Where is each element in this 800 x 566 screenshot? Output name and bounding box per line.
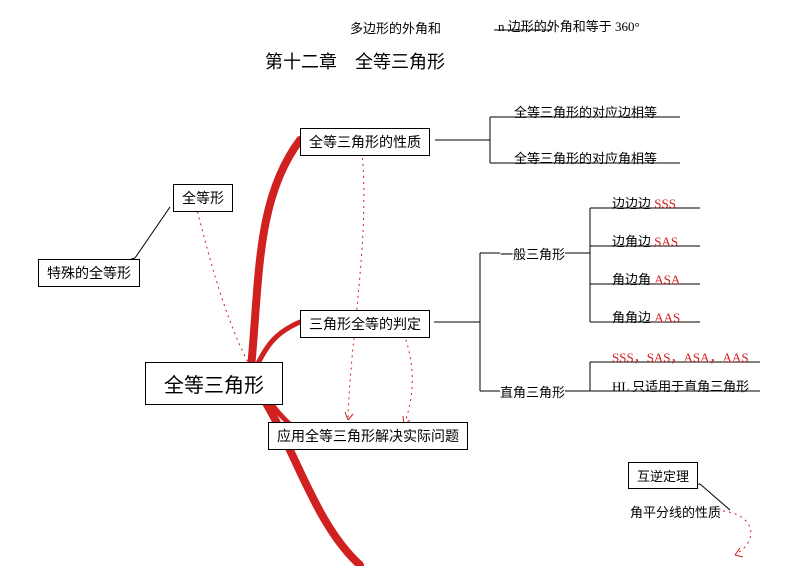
callout-line [135, 207, 170, 258]
g-item-3: 角边角 ASA [612, 269, 680, 288]
main-node-label: 全等三角形 [164, 375, 264, 397]
dotted-props-to-apply [348, 152, 364, 420]
main-node: 全等三角形 [145, 362, 283, 405]
dotted-shape-curve [196, 206, 252, 370]
arrow-1 [345, 412, 353, 420]
dotted-judge-to-apply [404, 334, 412, 425]
props-child-2: 全等三角形的对应角相等 [514, 148, 657, 167]
arrow-3 [735, 548, 743, 557]
page-title: 第十二章 全等三角形 [265, 48, 445, 74]
red-curve-to-props [250, 140, 300, 379]
g-item-4: 角角边 AAS [612, 307, 680, 326]
node-judge: 三角形全等的判定 [300, 310, 430, 338]
right-summary: SSS，SAS，ASA，AAS [612, 347, 749, 366]
g-item-2: 边角边 SAS [612, 231, 678, 250]
right-hl: HL 只适用于直角三角形 [612, 376, 749, 395]
dotted-inverse-loop [723, 511, 751, 555]
judge-right-label: 直角三角形 [500, 382, 565, 401]
node-congruent-shape: 全等形 [173, 184, 233, 212]
props-child-1: 全等三角形的对应边相等 [514, 102, 657, 121]
bisector-label: 角平分线的性质 [630, 502, 721, 521]
node-inverse: 互逆定理 [628, 462, 698, 489]
top-note-right: n 边形的外角和等于 360° [498, 19, 640, 34]
judge-general-label: 一般三角形 [500, 244, 565, 263]
top-note-left: 多边形的外角和 [350, 21, 441, 36]
node-apply: 应用全等三角形解决实际问题 [268, 422, 468, 450]
node-props: 全等三角形的性质 [300, 128, 430, 156]
g-item-1: 边边边 SSS [612, 193, 676, 212]
red-curve-down [250, 379, 360, 565]
node-special: 特殊的全等形 [38, 259, 140, 287]
